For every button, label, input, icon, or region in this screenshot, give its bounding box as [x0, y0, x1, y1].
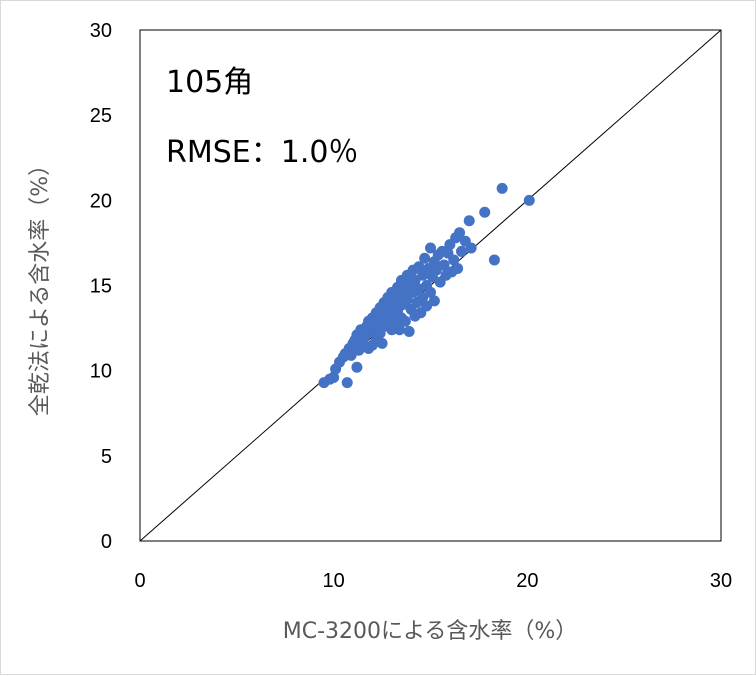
y-tick-label: 15: [90, 276, 112, 298]
data-point: [455, 245, 467, 257]
x-tick-label: 20: [516, 570, 538, 592]
data-point: [351, 361, 363, 373]
y-tick-label: 10: [90, 361, 112, 383]
data-point: [465, 242, 477, 254]
data-point: [425, 286, 436, 298]
data-point: [403, 325, 415, 337]
data-point: [364, 319, 376, 331]
y-tick-label: 0: [101, 531, 112, 553]
x-axis-title: MC-3200による含水率（%）: [283, 619, 578, 644]
data-point: [382, 307, 394, 319]
annotation-size: 105角: [166, 65, 253, 100]
data-point: [413, 261, 425, 273]
data-point: [428, 295, 440, 307]
data-point: [463, 215, 475, 227]
data-point: [430, 264, 442, 276]
y-tick-label: 20: [90, 190, 112, 212]
data-point: [454, 227, 466, 239]
y-axis-title: 全乾法による含水率（%）: [28, 154, 53, 416]
data-point: [523, 194, 535, 206]
data-point: [394, 297, 406, 309]
data-point: [438, 259, 450, 271]
data-point: [341, 377, 353, 389]
y-tick-labels: 0 5 10 15 20 25 30: [90, 20, 112, 553]
data-point: [419, 252, 431, 264]
y-tick-label: 25: [90, 105, 112, 127]
data-points: [318, 182, 535, 389]
data-point: [496, 182, 508, 194]
data-point: [479, 206, 491, 218]
data-point: [452, 262, 464, 274]
data-point: [399, 315, 411, 327]
data-point: [425, 242, 436, 254]
annotation-rmse: RMSE：1.0％: [166, 135, 358, 170]
x-tick-label: 10: [323, 570, 345, 592]
y-tick-label: 30: [90, 20, 112, 42]
data-point: [345, 349, 357, 361]
data-point: [376, 337, 388, 349]
data-point: [394, 324, 406, 336]
data-point: [448, 254, 460, 266]
data-point: [488, 254, 500, 266]
x-tick-labels: 0 10 20 30: [134, 570, 732, 592]
x-tick-label: 30: [710, 570, 732, 592]
data-point: [328, 371, 340, 383]
data-point: [421, 300, 433, 312]
y-tick-label: 5: [101, 446, 112, 468]
x-tick-label: 0: [134, 570, 145, 592]
data-point: [405, 280, 417, 291]
data-point: [417, 291, 429, 303]
